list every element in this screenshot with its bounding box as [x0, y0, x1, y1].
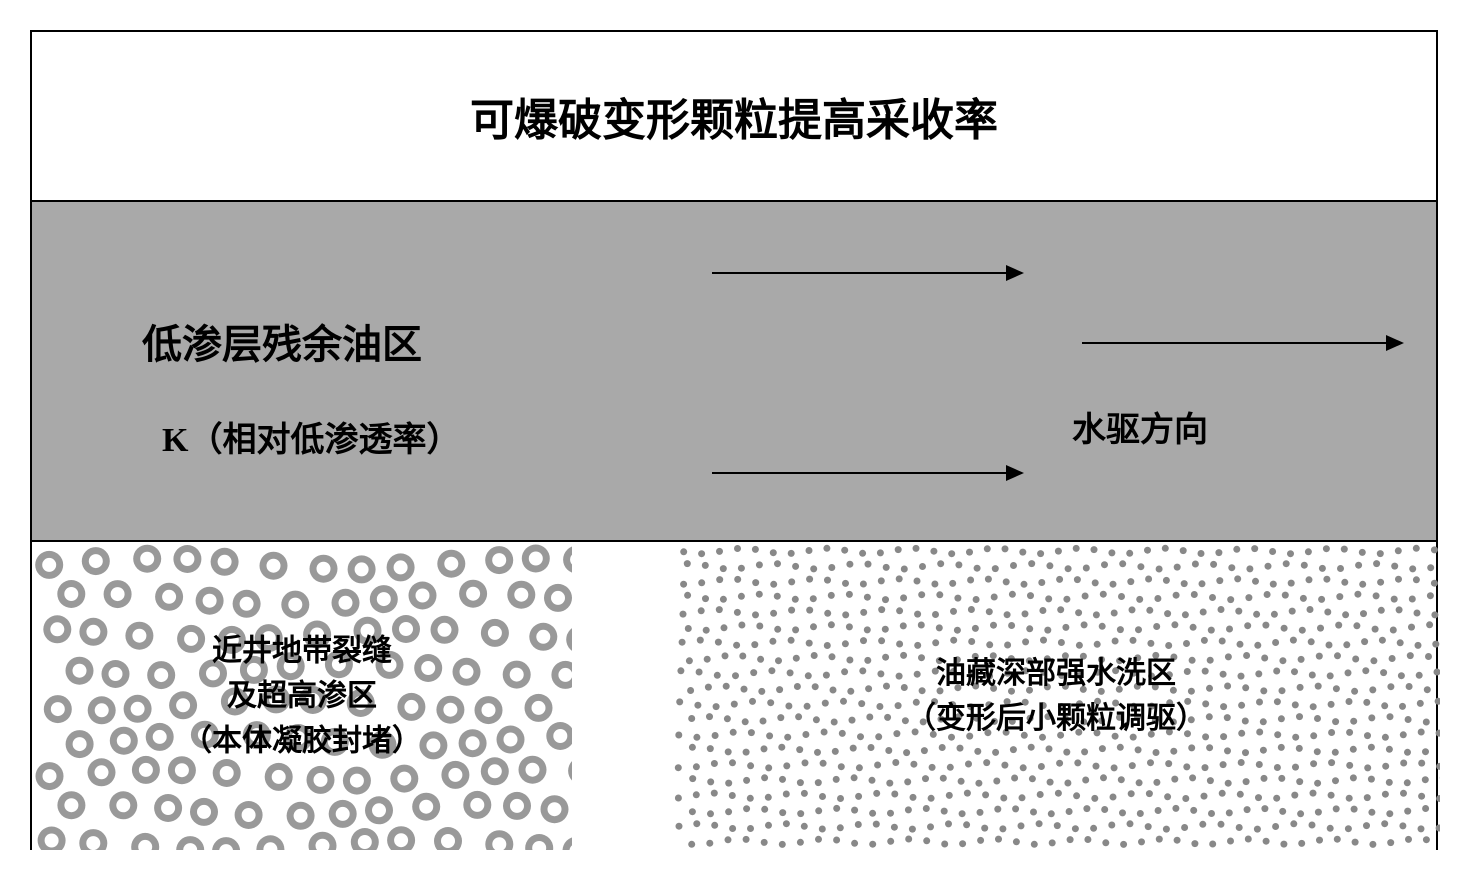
- deep-reservoir-label: 油藏深部强水洗区 （变形后小颗粒调驱）: [906, 651, 1206, 741]
- panel-left-line1: 近井地带裂缝: [212, 635, 392, 668]
- title-band: 可爆破变形颗粒提高采收率: [32, 32, 1436, 202]
- middle-band: 低渗层残余油区 K（相对低渗透率） 水驱方向: [32, 202, 1436, 542]
- panel-right-line1: 油藏深部强水洗区: [936, 657, 1176, 690]
- water-drive-direction-label: 水驱方向: [1072, 402, 1208, 451]
- panel-right-line2: （变形后小颗粒调驱）: [906, 702, 1206, 735]
- bottom-band: 近井地带裂缝 及超高渗区 （本体凝胶封堵） 油藏深部强水洗区 （变形后小颗粒调驱…: [32, 542, 1436, 850]
- flow-arrow-right: [1082, 342, 1402, 344]
- permeability-k-label: K（相对低渗透率）: [162, 412, 460, 461]
- panel-left-line2: 及超高渗区: [227, 680, 377, 713]
- flow-arrow-top: [712, 272, 1022, 274]
- near-well-fracture-label: 近井地带裂缝 及超高渗区 （本体凝胶封堵）: [182, 629, 422, 764]
- diagram-title: 可爆破变形颗粒提高采收率: [470, 84, 998, 148]
- diagram-frame: 可爆破变形颗粒提高采收率 低渗层残余油区 K（相对低渗透率） 水驱方向 近井地带…: [30, 30, 1438, 850]
- flow-arrow-bottom: [712, 472, 1022, 474]
- deep-reservoir-panel: 油藏深部强水洗区 （变形后小颗粒调驱）: [672, 542, 1440, 850]
- panel-left-line3: （本体凝胶封堵）: [182, 725, 422, 758]
- low-perm-zone-label: 低渗层残余油区: [142, 312, 422, 370]
- near-well-fracture-panel: 近井地带裂缝 及超高渗区 （本体凝胶封堵）: [32, 542, 572, 850]
